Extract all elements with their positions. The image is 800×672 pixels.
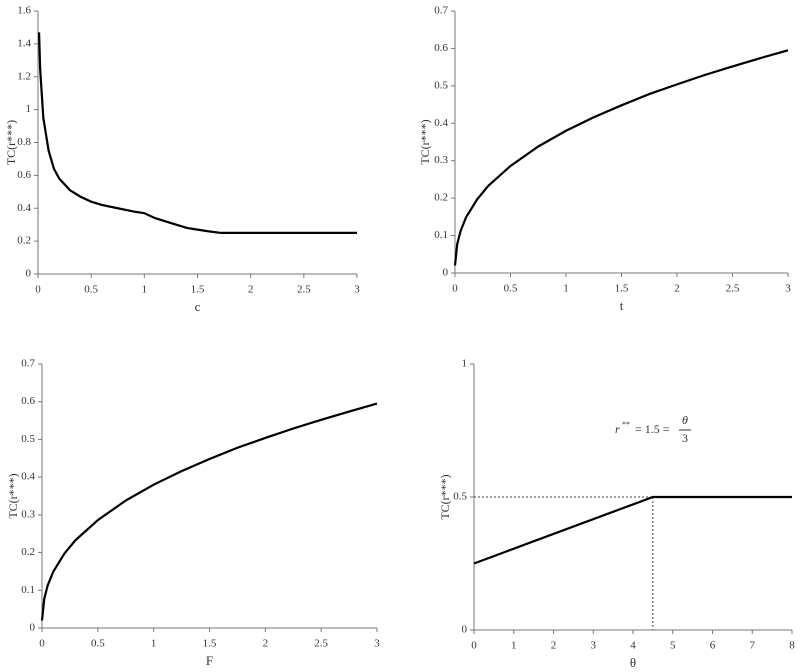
x-tick-label: 2.5 xyxy=(726,283,740,295)
x-tick-label: 6 xyxy=(710,640,716,652)
y-tick-label: 1 xyxy=(462,358,468,370)
x-tick-label: 2 xyxy=(551,640,557,652)
x-tick-label: 1.5 xyxy=(203,638,217,650)
y-tick-label: 0.6 xyxy=(434,42,448,54)
y-tick-label: 0 xyxy=(30,622,36,634)
x-tick-label: 0 xyxy=(471,640,477,652)
y-tick-label: 1.2 xyxy=(17,70,31,82)
y-axis-label: TC(r***) xyxy=(438,474,452,519)
y-tick-label: 0.1 xyxy=(434,229,448,241)
y-tick-label: 1 xyxy=(26,103,32,115)
x-tick-label: 1 xyxy=(563,283,569,295)
y-tick-label: 0.7 xyxy=(21,358,35,370)
y-tick-label: 0.8 xyxy=(17,136,31,148)
y-tick-label: 0.1 xyxy=(21,584,35,596)
annotation-sup: ** xyxy=(622,420,630,429)
y-tick-label: 0.2 xyxy=(17,235,31,247)
annotation-num: θ xyxy=(682,413,688,427)
data-line xyxy=(473,495,792,565)
y-axis-label: TC(r***) xyxy=(4,120,18,165)
x-axis-label: F xyxy=(206,653,213,668)
y-tick-label: 0.6 xyxy=(21,395,35,407)
x-tick-label: 2 xyxy=(674,283,680,295)
x-tick-label: 0 xyxy=(39,638,45,650)
y-tick-label: 0.3 xyxy=(434,154,448,166)
x-tick-label: 2.5 xyxy=(314,638,328,650)
annotation-var: r xyxy=(615,422,620,436)
x-tick-label: 8 xyxy=(789,640,795,652)
x-tick-label: 4 xyxy=(630,640,636,652)
y-axis-label: TC(r***) xyxy=(418,119,432,164)
y-tick-label: 0.3 xyxy=(21,508,35,520)
y-tick-label: 0.4 xyxy=(434,117,448,129)
y-tick-label: 0.2 xyxy=(21,546,35,558)
x-tick-label: 1 xyxy=(511,640,517,652)
x-tick-label: 1.5 xyxy=(615,283,629,295)
y-tick-label: 0.5 xyxy=(453,491,467,503)
x-tick-label: 2 xyxy=(263,638,269,650)
x-tick-label: 1.5 xyxy=(191,284,205,296)
y-tick-label: 0.4 xyxy=(17,202,31,214)
y-tick-label: 0.5 xyxy=(434,79,448,91)
data-line xyxy=(453,49,789,266)
x-tick-label: 5 xyxy=(670,640,676,652)
x-tick-label: 1 xyxy=(151,638,157,650)
x-axis-label: θ xyxy=(630,655,636,670)
y-axis-label: TC(r***) xyxy=(6,473,20,518)
y-tick-label: 1.4 xyxy=(17,37,31,49)
x-tick-label: 3 xyxy=(354,284,360,296)
y-tick-label: 0 xyxy=(443,267,449,279)
x-tick-label: 2.5 xyxy=(297,284,311,296)
x-tick-label: 7 xyxy=(750,640,756,652)
y-tick-label: 0.7 xyxy=(434,5,448,17)
y-tick-label: 0.5 xyxy=(21,433,35,445)
x-tick-label: 3 xyxy=(374,638,380,650)
annotation-den: 3 xyxy=(682,431,688,445)
x-tick-label: 0.5 xyxy=(91,638,105,650)
x-tick-label: 3 xyxy=(591,640,597,652)
x-tick-label: 0 xyxy=(35,284,41,296)
x-axis-label: c xyxy=(195,299,201,314)
y-tick-label: 1.6 xyxy=(17,5,31,17)
annotation-mid: = 1.5 = xyxy=(635,422,670,436)
x-tick-label: 3 xyxy=(785,283,791,295)
annotation: r ** = 1.5 = θ 3 xyxy=(615,413,691,445)
x-axis-label: t xyxy=(620,298,624,313)
x-tick-label: 2 xyxy=(248,284,254,296)
x-tick-label: 0.5 xyxy=(84,284,98,296)
y-tick-label: 0.6 xyxy=(17,169,31,181)
data-line xyxy=(40,402,378,621)
y-tick-label: 0.2 xyxy=(434,192,448,204)
y-tick-label: 0.4 xyxy=(21,471,35,483)
x-tick-label: 0 xyxy=(452,283,458,295)
y-tick-label: 0 xyxy=(462,624,468,636)
data-line xyxy=(37,32,357,235)
x-tick-label: 1 xyxy=(142,284,148,296)
x-tick-label: 0.5 xyxy=(504,283,518,295)
y-tick-label: 0 xyxy=(26,268,32,280)
